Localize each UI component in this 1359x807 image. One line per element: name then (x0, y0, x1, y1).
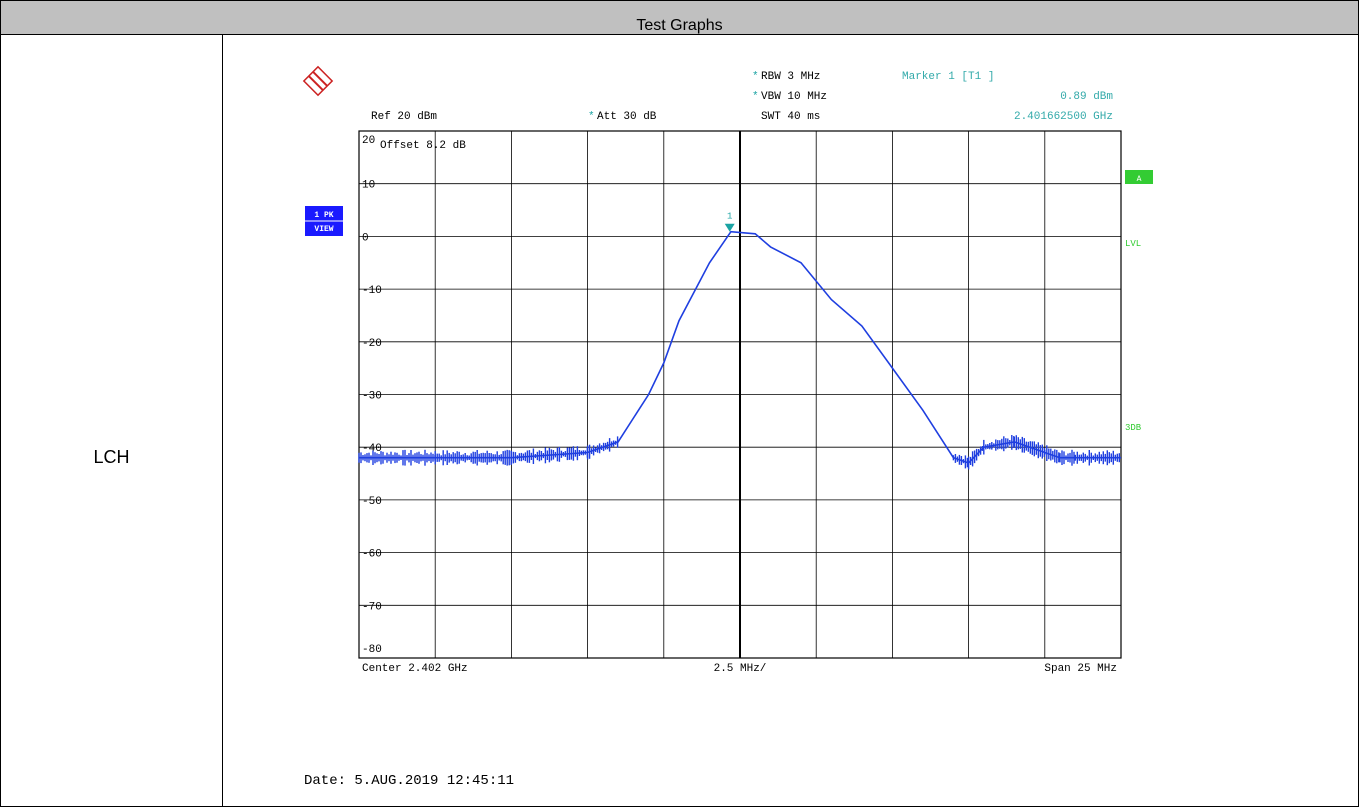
marker-triangle-icon (724, 223, 735, 232)
db3-label: 3DB (1125, 423, 1142, 433)
trace-badge-line2: VIEW (314, 225, 333, 234)
trace-noise (358, 435, 1121, 470)
rbw-text: RBW 3 MHz (761, 71, 820, 83)
y-tick-labels: 20 10 0 -10 -20 -30 -40 -50 -60 -70 -80 (362, 135, 382, 656)
y-tick-label: 20 (362, 135, 375, 147)
vbw-text: VBW 10 MHz (761, 91, 827, 103)
row-label: LCH (93, 447, 130, 467)
y-tick-label: -80 (362, 644, 382, 656)
ref-level-text: Ref 20 dBm (371, 111, 437, 123)
y-tick-label: -40 (362, 443, 382, 455)
marker-number-label: 1 (727, 212, 732, 222)
date-text: Date: 5.AUG.2019 12:45:11 (304, 773, 514, 789)
y-tick-label: -30 (362, 391, 382, 403)
marker-title-text: Marker 1 [T1 ] (902, 71, 994, 83)
marker-freq-text: 2.401662500 GHz (1014, 111, 1113, 123)
plot-grid (358, 130, 1122, 659)
att-star: * (588, 111, 595, 123)
trace-a-badge (1125, 170, 1153, 184)
marker-1: 1 (724, 212, 735, 232)
rs-logo-icon (302, 65, 334, 97)
y-tick-label: -50 (362, 496, 382, 508)
per-div-text: 2.5 MHz/ (714, 663, 767, 675)
trace-a-label: A (1137, 175, 1142, 184)
table-header: Test Graphs (1, 1, 1358, 35)
trace-badge-line1: 1 PK (314, 211, 333, 220)
offset-text: Offset 8.2 dB (380, 140, 466, 152)
y-tick-label: -20 (362, 338, 382, 350)
marker-level-text: 0.89 dBm (1060, 91, 1113, 103)
y-tick-label: 0 (362, 232, 369, 244)
header-title: Test Graphs (636, 17, 723, 34)
vbw-star: * (752, 91, 759, 103)
y-tick-label: -60 (362, 549, 382, 561)
row-label-cell: LCH (1, 35, 223, 806)
y-tick-label: -70 (362, 601, 382, 613)
lvl-label: LVL (1125, 239, 1141, 249)
rbw-star: * (752, 71, 759, 83)
center-freq-text: Center 2.402 GHz (362, 663, 468, 675)
span-text: Span 25 MHz (1044, 663, 1117, 675)
y-tick-label: -10 (362, 285, 382, 297)
att-text: Att 30 dB (597, 111, 657, 123)
y-tick-label: 10 (362, 180, 375, 192)
swt-text: SWT 40 ms (761, 111, 820, 123)
